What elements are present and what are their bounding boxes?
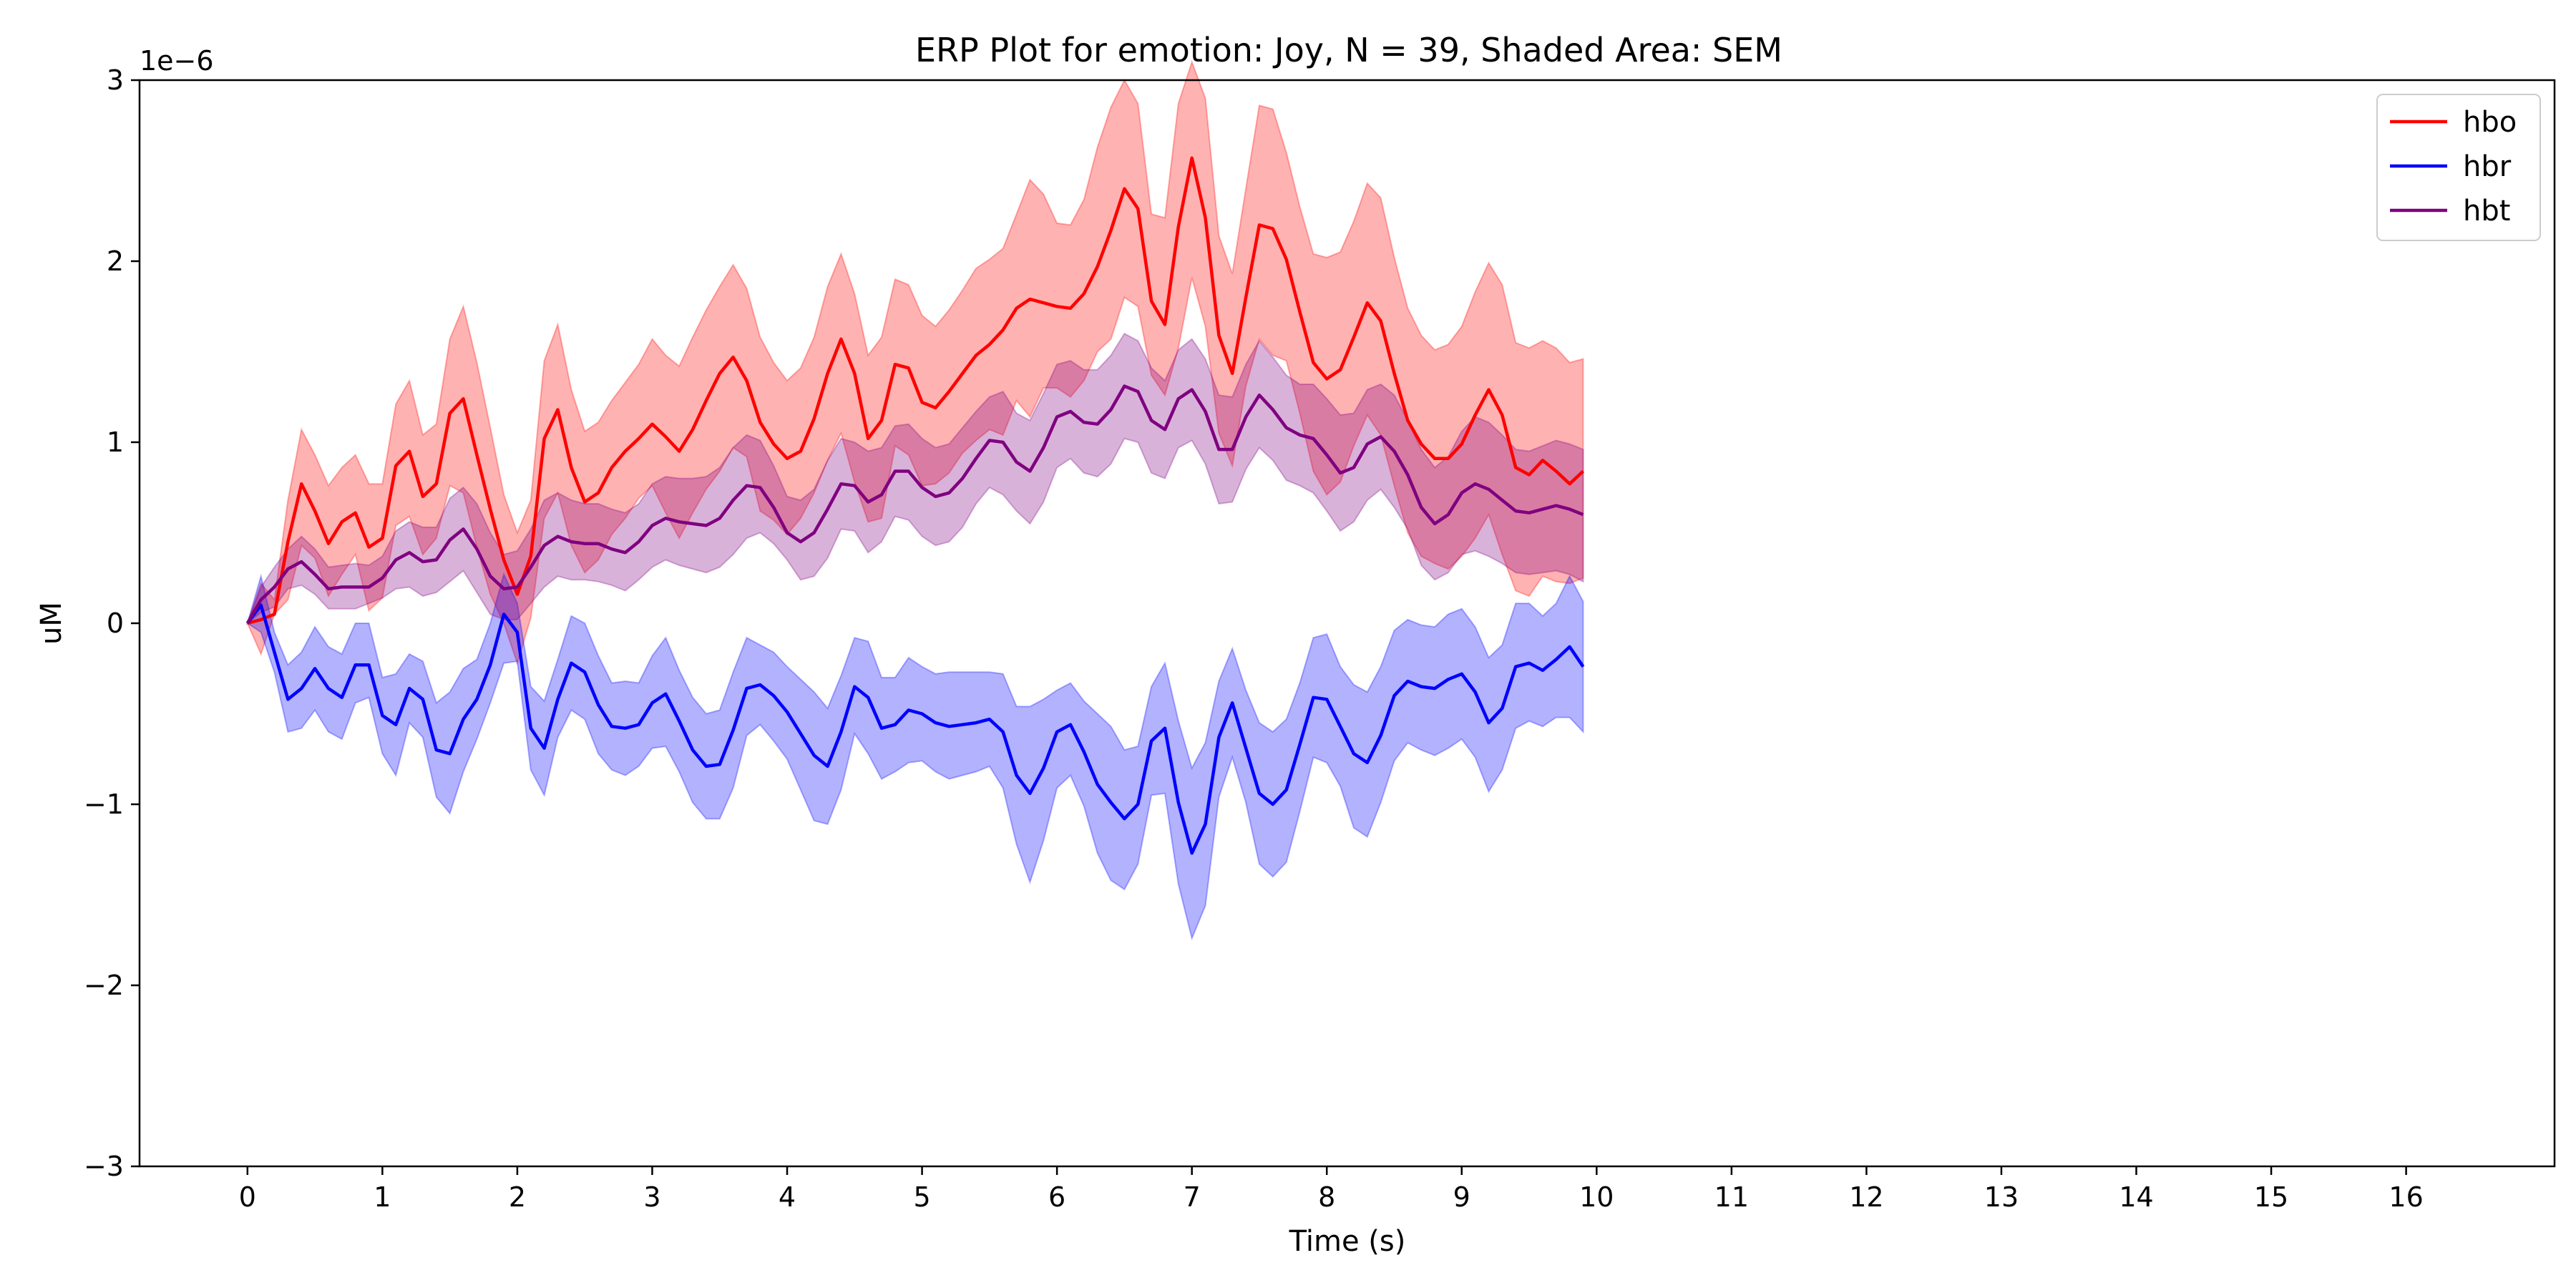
y-tick-label: −1	[84, 789, 124, 820]
x-tick-label: 8	[1318, 1181, 1335, 1213]
x-tick-label: 15	[2254, 1181, 2288, 1213]
x-tick-label: 9	[1453, 1181, 1470, 1213]
y-tick-label: 1	[107, 426, 124, 458]
y-offset-label: 1e−6	[140, 45, 214, 77]
x-tick-label: 3	[643, 1181, 660, 1213]
x-tick-label: 6	[1048, 1181, 1065, 1213]
x-tick-label: 7	[1184, 1181, 1201, 1213]
plot-frame	[138, 79, 2556, 1168]
x-axis-label: Time (s)	[1289, 1225, 1406, 1258]
y-tick-label: −2	[84, 970, 124, 1001]
y-tick-label: 0	[107, 608, 124, 639]
series-lines	[245, 156, 1585, 855]
legend-label-hbo: hbo	[2463, 106, 2517, 139]
y-axis-label: uM	[35, 602, 68, 645]
legend-box	[2376, 94, 2541, 241]
y-axis-ticks: −3 −2 −1 0 1 2 3	[84, 64, 140, 1182]
sem-band-hbr	[246, 572, 1584, 941]
chart-title: ERP Plot for emotion: Joy, N = 39, Shade…	[915, 31, 1782, 69]
y-tick-label: 2	[107, 245, 124, 277]
x-tick-label: 4	[779, 1181, 796, 1213]
series-line-hbr	[245, 603, 1585, 855]
x-tick-label: 13	[1984, 1181, 2019, 1213]
y-tick-label: 3	[107, 64, 124, 96]
sem-bands	[245, 59, 1584, 941]
legend: hbo hbr hbt	[2376, 94, 2541, 241]
x-axis-ticks: 0 1 2 3 4 5 6 7 8 9 10 11 12 13 14 15 16	[239, 1166, 2424, 1213]
series-line-hbo	[247, 156, 1585, 625]
series-line-hbt	[245, 384, 1584, 625]
x-tick-label: 11	[1714, 1181, 1749, 1213]
legend-label-hbr: hbr	[2463, 150, 2512, 183]
x-tick-label: 2	[509, 1181, 526, 1213]
sem-band-hbo	[246, 59, 1584, 665]
x-tick-label: 10	[1579, 1181, 1614, 1213]
y-tick-label: −3	[84, 1151, 124, 1182]
x-tick-label: 1	[374, 1181, 391, 1213]
x-tick-label: 16	[2389, 1181, 2423, 1213]
x-tick-label: 14	[2119, 1181, 2153, 1213]
x-tick-label: 12	[1849, 1181, 1883, 1213]
x-tick-label: 0	[239, 1181, 256, 1213]
x-tick-label: 5	[913, 1181, 930, 1213]
legend-label-hbt: hbt	[2463, 195, 2510, 228]
